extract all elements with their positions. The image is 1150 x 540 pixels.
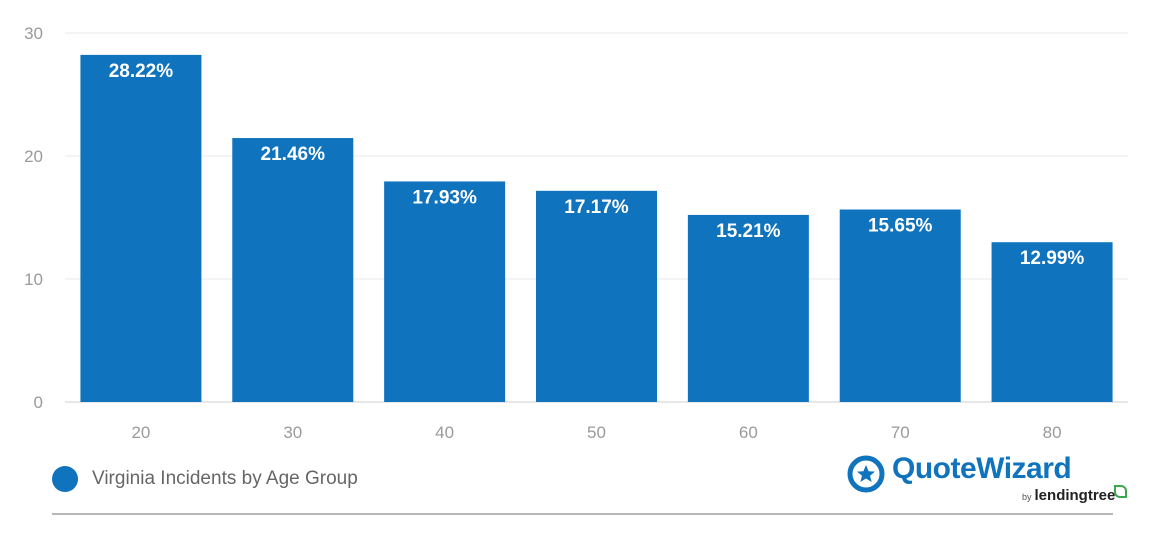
x-tick-label: 40: [435, 423, 454, 442]
bar: [232, 138, 354, 403]
data-label: 15.21%: [716, 221, 781, 242]
x-axis-ticks: 20 30 40 50 60 70 80: [131, 423, 1061, 442]
brand-sub: by lendingtree: [1022, 485, 1128, 504]
wizard-star-icon: [847, 455, 885, 493]
leaf-icon: [1114, 485, 1128, 498]
bar: [536, 190, 657, 402]
data-label: 17.17%: [564, 197, 629, 218]
brand-sub-name: lendingtree: [1034, 487, 1116, 504]
x-tick-label: 30: [283, 423, 302, 442]
y-tick-label: 0: [34, 393, 43, 412]
legend-swatch: [52, 466, 78, 492]
y-tick-label: 30: [24, 24, 43, 43]
x-tick-label: 60: [739, 423, 758, 442]
x-tick-label: 20: [131, 423, 150, 442]
bar-chart: 0 10 20 30 28.22% 21.46% 17.93% 17.17% 15.21% 15…: [24, 24, 1128, 442]
bars: [80, 54, 1113, 403]
data-label: 21.46%: [261, 144, 326, 165]
data-labels: 28.22% 21.46% 17.93% 17.17% 15.21% 15.65% 12.9…: [109, 61, 1085, 269]
bottom-divider: [52, 513, 1113, 515]
quotewizard-logo: QuoteWizard by lendingtree: [846, 452, 1128, 508]
y-axis-ticks: 0 10 20 30: [24, 24, 43, 412]
data-label: 15.65%: [868, 216, 933, 237]
bar: [384, 181, 506, 402]
x-tick-label: 80: [1043, 423, 1062, 442]
brand-name: QuoteWizard: [892, 452, 1072, 485]
data-label: 17.93%: [412, 187, 477, 208]
y-tick-label: 10: [24, 270, 43, 289]
bar: [991, 242, 1113, 402]
brand-by: by: [1022, 492, 1032, 502]
bar: [687, 214, 809, 402]
bar: [839, 209, 961, 402]
y-tick-label: 20: [24, 147, 43, 166]
data-label: 28.22%: [109, 61, 174, 82]
data-label: 12.99%: [1020, 248, 1085, 269]
legend[interactable]: Virginia Incidents by Age Group: [52, 466, 358, 492]
x-tick-label: 70: [891, 423, 910, 442]
x-tick-label: 50: [587, 423, 606, 442]
legend-label: Virginia Incidents by Age Group: [92, 468, 358, 489]
bar: [80, 54, 202, 402]
